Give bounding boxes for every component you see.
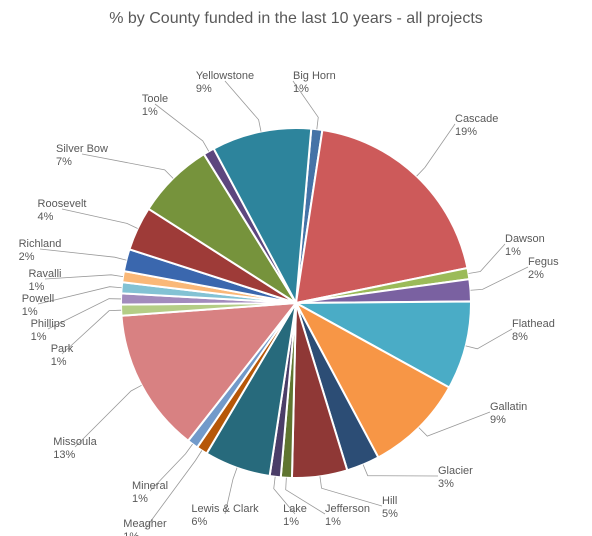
slice-label-percent: 1% [28, 281, 61, 294]
slice-label-name: Jefferson [325, 503, 370, 516]
leader-line [466, 329, 512, 349]
slice-label-percent: 1% [22, 306, 54, 319]
slice-label: Fegus2% [528, 256, 559, 281]
slice-label: Meagher1% [123, 518, 166, 536]
slice-label-name: Roosevelt [38, 198, 87, 211]
slice-label-percent: 9% [490, 414, 527, 427]
slice-label-name: Ravalli [28, 268, 61, 281]
slice-label-percent: 19% [455, 126, 498, 139]
slice-label-name: Richland [19, 238, 62, 251]
slice-label: Mineral1% [132, 480, 168, 505]
slice-label-percent: 1% [132, 493, 168, 506]
slice-label-name: Flathead [512, 318, 555, 331]
slice-label: Glacier3% [438, 465, 473, 490]
slice-label: Powell1% [22, 293, 54, 318]
slice-label-percent: 4% [38, 211, 87, 224]
leader-line [417, 124, 455, 176]
slice-label-name: Gallatin [490, 401, 527, 414]
slice-label: Hill5% [382, 495, 398, 520]
slice-label: Jefferson1% [325, 503, 370, 528]
pie-chart: Big Horn1%Cascade19%Dawson1%Fegus2%Flath… [0, 28, 592, 532]
slice-label-percent: 1% [283, 516, 307, 529]
slice-label: Yellowstone9% [196, 70, 254, 95]
slice-label: Big Horn1% [293, 70, 336, 95]
slice-label-name: Toole [142, 93, 168, 106]
slice-label-name: Lewis & Clark [191, 503, 258, 516]
slice-label-name: Silver Bow [56, 143, 108, 156]
slice-label: Toole1% [142, 93, 168, 118]
slice-label: Lewis & Clark6% [191, 503, 258, 528]
slice-label-name: Dawson [505, 233, 545, 246]
slice-label: Cascade19% [455, 113, 498, 138]
chart-title: % by County funded in the last 10 years … [0, 0, 592, 28]
slice-label-name: Missoula [53, 436, 96, 449]
slice-label: Roosevelt4% [38, 198, 87, 223]
slice-label: Dawson1% [505, 233, 545, 258]
slice-label-percent: 5% [382, 508, 398, 521]
slice-label: Silver Bow7% [56, 143, 108, 168]
slice-label-name: Cascade [455, 113, 498, 126]
slice-label: Park1% [51, 343, 74, 368]
slice-label-percent: 1% [293, 83, 336, 96]
slice-label-percent: 8% [512, 331, 555, 344]
slice-label-name: Fegus [528, 256, 559, 269]
slice-label-percent: 2% [19, 251, 62, 264]
slice-label: Flathead8% [512, 318, 555, 343]
slice-label-percent: 13% [53, 449, 96, 462]
slice-label-name: Glacier [438, 465, 473, 478]
slice-label-name: Phillips [31, 318, 66, 331]
slice-label-percent: 1% [325, 516, 370, 529]
slice-label-percent: 6% [191, 516, 258, 529]
slice-label-name: Yellowstone [196, 70, 254, 83]
slice-label: Missoula13% [53, 436, 96, 461]
slice-label-percent: 9% [196, 83, 254, 96]
slice-label-name: Powell [22, 293, 54, 306]
slice-label-name: Lake [283, 503, 307, 516]
slice-label-percent: 2% [528, 269, 559, 282]
slice-label-percent: 1% [123, 531, 166, 536]
slice-label: Richland2% [19, 238, 62, 263]
slice-label: Phillips1% [31, 318, 66, 343]
slice-label-percent: 1% [31, 331, 66, 344]
slice-label: Ravalli1% [28, 268, 61, 293]
slice-label-name: Big Horn [293, 70, 336, 83]
leader-line [469, 244, 505, 274]
slice-label-percent: 3% [438, 478, 473, 491]
slice-label-name: Mineral [132, 480, 168, 493]
leader-line [320, 476, 382, 506]
leader-line [471, 267, 528, 290]
slice-label-name: Meagher [123, 518, 166, 531]
slice-label-percent: 7% [56, 156, 108, 169]
slice-label-name: Hill [382, 495, 398, 508]
slice-label-name: Park [51, 343, 74, 356]
slice-label: Lake1% [283, 503, 307, 528]
slice-label-percent: 1% [142, 106, 168, 119]
leader-line [363, 465, 438, 476]
slice-label-percent: 1% [51, 356, 74, 369]
slice-label: Gallatin9% [490, 401, 527, 426]
